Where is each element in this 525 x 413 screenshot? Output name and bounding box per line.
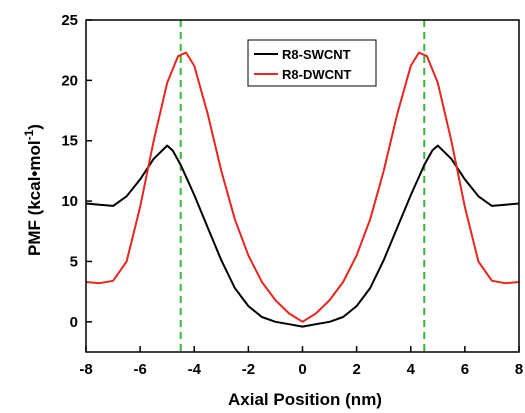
x-tick-label: 4 <box>407 361 416 378</box>
legend-label: R8-DWCNT <box>282 67 351 82</box>
y-axis-label-main: PMF (kcal•mol <box>25 140 44 256</box>
x-axis-label: Axial Position (nm) <box>228 390 382 409</box>
x-tick-label: 2 <box>352 361 360 378</box>
series-group <box>85 51 520 328</box>
x-tick-label: 0 <box>298 361 306 378</box>
x-tick-label: 8 <box>515 361 523 378</box>
axis-ticks: -8 -6 -4 -2 0 2 4 6 8 0 5 10 15 20 25 <box>61 12 523 378</box>
y-tick-label: 0 <box>70 314 78 331</box>
series-line-r8-dwcnt <box>85 51 520 323</box>
x-tick-label: -8 <box>79 361 92 378</box>
y-axis-label-close: ) <box>25 124 44 130</box>
y-tick-label: 15 <box>61 133 78 150</box>
y-tick-label: 10 <box>61 193 78 210</box>
series-line-r8-swcnt <box>85 144 520 328</box>
y-tick-label: 5 <box>70 253 78 270</box>
x-tick-label: -2 <box>242 361 255 378</box>
x-tick-label: -4 <box>188 361 202 378</box>
y-axis-label: PMF (kcal•mol-1) <box>22 124 44 256</box>
y-tick-label: 25 <box>61 12 78 29</box>
reference-lines <box>179 20 426 352</box>
x-tick-label: -6 <box>133 361 146 378</box>
y-tick-label: 20 <box>61 72 78 89</box>
x-tick-label: 6 <box>461 361 469 378</box>
legend-label: R8-SWCNT <box>282 47 351 62</box>
legend-box <box>247 39 377 87</box>
legend: R8-SWCNT R8-DWCNT <box>247 39 377 87</box>
y-axis-label-superscript: -1 <box>22 129 36 140</box>
